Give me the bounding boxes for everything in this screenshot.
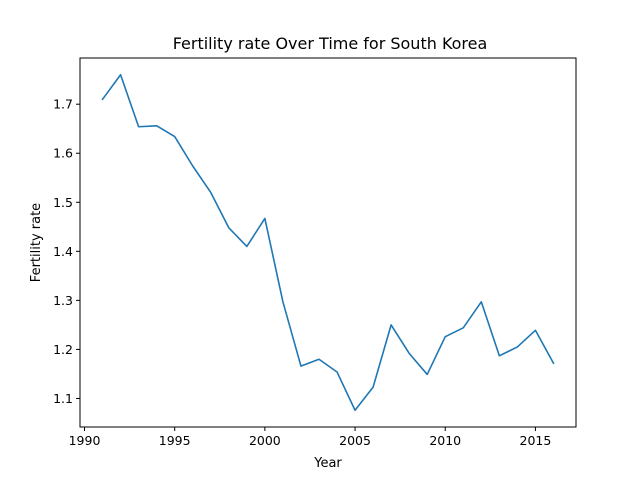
y-tick-label: 1.6 — [53, 146, 73, 161]
y-tick-label: 1.5 — [53, 195, 73, 210]
x-tick-label: 2010 — [429, 433, 461, 448]
axes: 1990 1995 2000 2005 2010 2015 1.1 1.2 1.3 1.4 1.5 1… — [53, 97, 551, 448]
y-tick-label: 1.7 — [53, 97, 73, 112]
series-group — [101, 73, 555, 412]
y-tick-label: 1.4 — [53, 244, 73, 259]
y-tick-label: 1.1 — [53, 391, 73, 406]
x-tick-label: 2015 — [520, 433, 552, 448]
x-tick-label: 1995 — [159, 433, 191, 448]
y-tick-label: 1.3 — [53, 293, 73, 308]
x-axis-label: Year — [313, 456, 342, 471]
series-line — [101, 73, 555, 412]
x-tick-label: 1990 — [69, 433, 101, 448]
x-tick-label: 2000 — [249, 433, 281, 448]
plot-frame — [79, 57, 577, 428]
y-tick-label: 1.2 — [53, 342, 73, 357]
y-axis-label: Fertility rate — [29, 203, 44, 282]
chart-title: Fertility rate Over Time for South Korea — [173, 34, 488, 53]
x-tick-label: 2005 — [339, 433, 371, 448]
